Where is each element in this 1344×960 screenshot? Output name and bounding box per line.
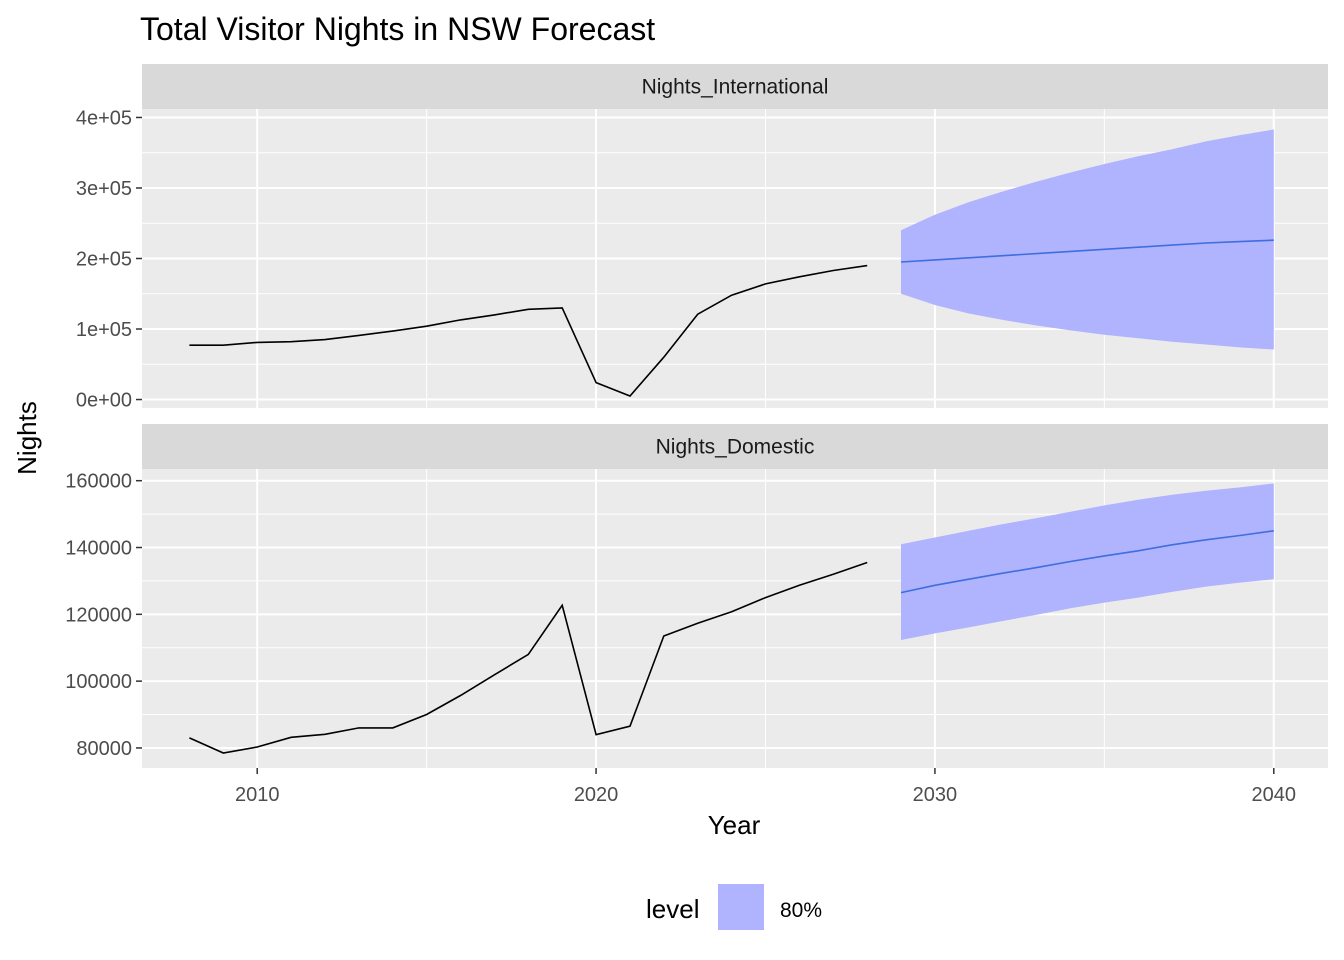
y-tick-label: 100000 xyxy=(65,671,132,693)
y-tick-label: 80000 xyxy=(76,738,132,760)
forecast-line xyxy=(900,530,1274,594)
facet-panel-international: Nights_International 0e+00 1e+05 2e+05 3e+05… xyxy=(76,64,1328,412)
y-tick-label: 4e+05 xyxy=(76,107,132,129)
x-tick-label: 2030 xyxy=(913,784,958,806)
legend-key-80 xyxy=(718,884,764,930)
y-tick-label: 2e+05 xyxy=(76,249,132,271)
legend-title: level xyxy=(646,894,699,924)
chart-title: Total Visitor Nights in NSW Forecast xyxy=(140,11,655,47)
y-tick-label: 140000 xyxy=(65,538,132,560)
facet-strip xyxy=(142,64,1328,109)
x-axis-title: Year xyxy=(708,810,761,840)
history-line xyxy=(189,264,868,397)
forecast-line xyxy=(900,239,1274,263)
prediction-interval-80 xyxy=(901,483,1274,640)
y-tick-label: 3e+05 xyxy=(76,178,132,200)
y-tick-label: 120000 xyxy=(65,604,132,626)
y-tick-label: 160000 xyxy=(65,471,132,493)
y-tick-label: 0e+00 xyxy=(76,390,132,412)
facet-panel-domestic: Nights_Domestic 80000 100000 120000 140000 16… xyxy=(65,424,1328,768)
legend-label-80: 80% xyxy=(780,899,822,922)
y-tick-label: 1e+05 xyxy=(76,319,132,341)
facet-panels: Nights_International 0e+00 1e+05 2e+05 3e+05… xyxy=(65,64,1328,768)
x-axis: 2010 2020 2030 2040 xyxy=(235,768,1296,806)
facet-strip xyxy=(142,424,1328,469)
facet-strip-label: Nights_International xyxy=(642,76,829,99)
y-axis-title: Nights xyxy=(12,401,42,475)
prediction-interval-80 xyxy=(901,129,1274,350)
x-tick-label: 2040 xyxy=(1252,784,1297,806)
history-line xyxy=(189,561,868,754)
x-tick-label: 2020 xyxy=(574,784,619,806)
x-tick-label: 2010 xyxy=(235,784,280,806)
facet-strip-label: Nights_Domestic xyxy=(656,436,815,459)
legend: level 80% xyxy=(646,884,822,930)
